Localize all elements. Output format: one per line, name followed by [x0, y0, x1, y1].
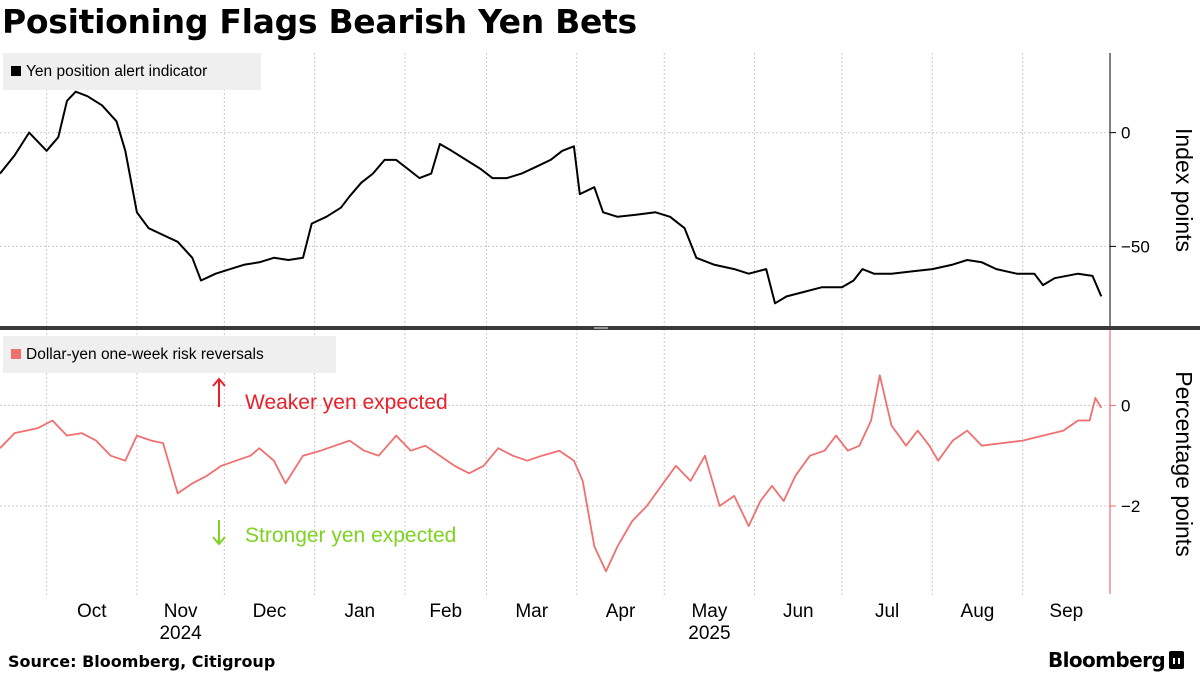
chart-area: Yen position alert indicator Dollar-yen … [0, 53, 1200, 640]
top-y-ticks: 0 −50 [1110, 124, 1150, 256]
annotation-stronger: Stronger yen expected [212, 520, 456, 547]
x-tick-label: Dec [253, 601, 287, 622]
series-line-risk-reversals [0, 374, 1103, 573]
month-gridlines [46, 53, 1024, 596]
legend-bottom: Dollar-yen one-week risk reversals [3, 336, 336, 373]
legend-top: Yen position alert indicator [3, 53, 261, 90]
annotation-weaker-label: Weaker yen expected [245, 391, 448, 414]
y-tick-label: 0 [1121, 396, 1130, 415]
brand-icon [1169, 651, 1185, 669]
x-tick-label: Jan [344, 601, 375, 622]
x-axis-labels: Oct Nov Dec Jan Feb Mar Apr May Jun Jul Aug Sep 2024… [77, 601, 1083, 640]
x-year-label: 2024 [159, 623, 202, 640]
series-line-yen-position-alert [0, 90, 1103, 305]
x-tick-label: Oct [77, 601, 107, 622]
annotation-weaker: Weaker yen expected [212, 377, 448, 414]
x-tick-label: Feb [429, 601, 462, 622]
annotation-stronger-label: Stronger yen expected [245, 524, 456, 547]
y-tick-label: 0 [1121, 124, 1130, 143]
chart-title: Positioning Flags Bearish Yen Bets [2, 2, 637, 41]
x-tick-label: Mar [515, 601, 548, 622]
x-tick-label: May [691, 601, 727, 622]
y-tick-label: −2 [1121, 497, 1140, 516]
brand-text: Bloomberg [1048, 648, 1166, 672]
y-tick-label: −50 [1121, 237, 1150, 256]
source-note: Source: Bloomberg, Citigroup [8, 652, 276, 671]
legend-top-label: Yen position alert indicator [26, 63, 207, 80]
x-tick-label: Jul [875, 601, 899, 622]
top-y-axis-label: Index points [1171, 128, 1197, 252]
x-tick-label: Nov [164, 601, 198, 622]
brand-logo: Bloomberg [1048, 648, 1185, 672]
legend-bottom-label: Dollar-yen one-week risk reversals [26, 346, 264, 363]
bottom-y-axis-label: Percentage points [1171, 371, 1197, 556]
x-tick-label: Jun [783, 601, 814, 622]
x-tick-label: Apr [606, 601, 636, 622]
value-gridlines [0, 132, 1110, 507]
bottom-y-ticks: 0 −2 [1110, 396, 1140, 516]
x-tick-label: Sep [1049, 601, 1083, 622]
x-tick-label: Aug [961, 601, 995, 622]
x-year-label: 2025 [688, 623, 730, 640]
